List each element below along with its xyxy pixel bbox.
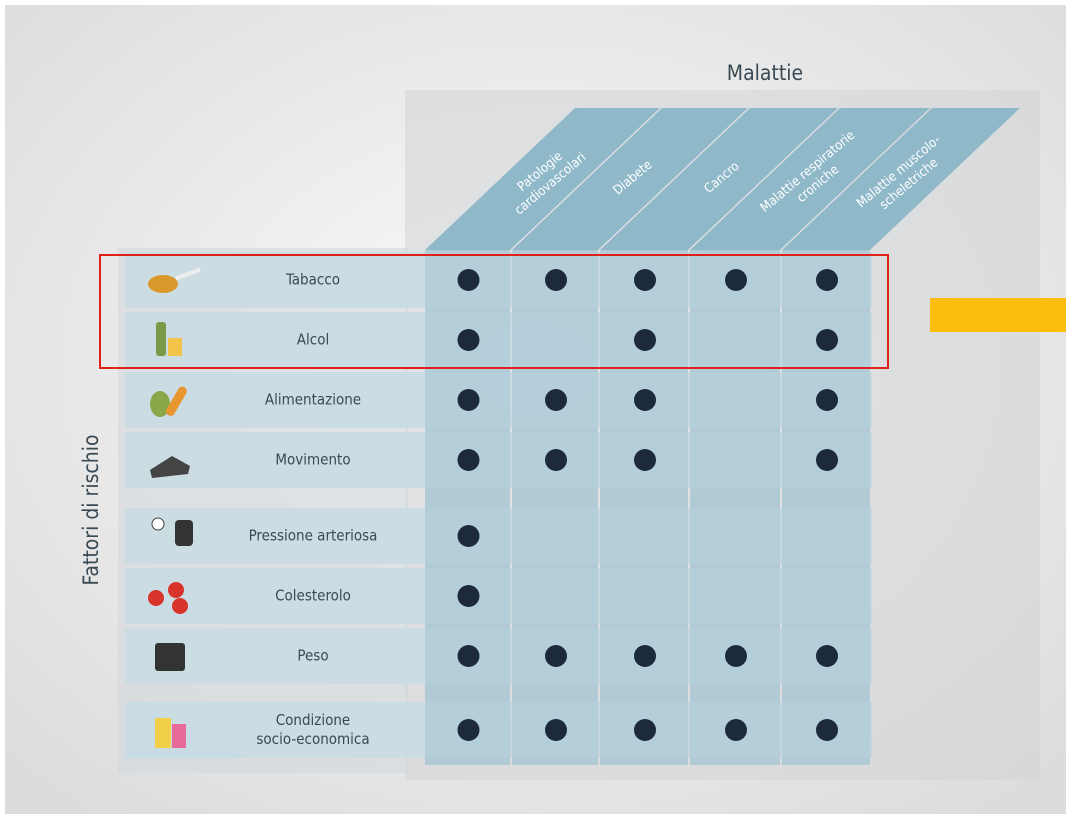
dot	[634, 269, 656, 291]
dot	[457, 585, 480, 607]
icon	[148, 275, 178, 293]
row-label: Peso	[297, 647, 328, 665]
row-band	[425, 568, 872, 624]
icon	[155, 718, 171, 748]
column-header	[600, 108, 838, 250]
dot	[725, 645, 747, 667]
dot	[457, 329, 480, 351]
row-label: Alcol	[297, 331, 329, 349]
column-header	[425, 108, 660, 250]
dot	[457, 389, 480, 411]
dot	[816, 329, 838, 351]
dot	[816, 449, 838, 471]
row-label: socio-economica	[256, 730, 369, 748]
dot	[545, 449, 567, 471]
icon	[148, 590, 164, 606]
icon	[172, 598, 188, 614]
highlight-box	[99, 254, 889, 369]
icon	[168, 582, 184, 598]
row-label: Alimentazione	[265, 391, 361, 409]
icon	[150, 456, 190, 478]
dot	[816, 269, 838, 291]
icon	[175, 267, 201, 281]
dot	[457, 719, 480, 741]
icon	[168, 338, 182, 356]
row-label: Tabacco	[285, 271, 340, 289]
icon	[175, 520, 193, 546]
column-header	[782, 108, 1020, 250]
dot	[725, 719, 747, 741]
dot	[457, 449, 480, 471]
dot	[545, 389, 567, 411]
row-label: Condizione	[276, 711, 351, 729]
row-label: Movimento	[275, 451, 350, 469]
row-label: Colesterolo	[275, 587, 351, 605]
icons	[148, 267, 201, 748]
icon	[155, 643, 185, 671]
title: Malattie	[727, 61, 803, 85]
row-band	[425, 508, 872, 564]
dot	[634, 719, 656, 741]
icon	[151, 517, 165, 531]
dot	[457, 269, 480, 291]
column-header	[512, 108, 748, 250]
row-label: Pressione arteriosa	[249, 527, 378, 545]
dot	[545, 645, 567, 667]
accent-bar	[930, 298, 1066, 332]
dot	[545, 269, 567, 291]
dot	[816, 645, 838, 667]
dot	[725, 269, 747, 291]
column-header	[690, 108, 930, 250]
dot	[545, 719, 567, 741]
side-label: Fattori di rischio	[79, 434, 103, 585]
icon	[166, 386, 187, 416]
dot	[457, 525, 480, 547]
dot	[457, 645, 480, 667]
dot	[634, 449, 656, 471]
dot	[634, 389, 656, 411]
icon	[150, 391, 170, 417]
dot	[816, 719, 838, 741]
dot	[816, 389, 838, 411]
icon	[156, 322, 166, 356]
dot	[634, 329, 656, 351]
icon	[172, 724, 186, 748]
dot	[634, 645, 656, 667]
